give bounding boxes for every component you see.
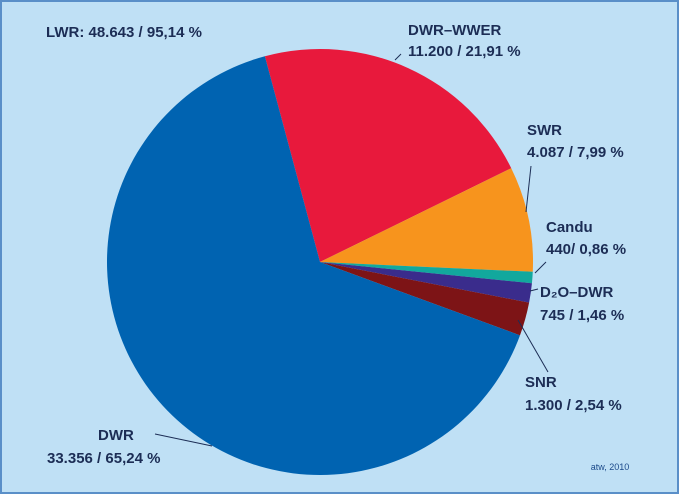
slice-label: Candu	[546, 219, 593, 236]
value-label: 440/ 0,86 %	[546, 241, 626, 258]
value-label: 1.300 / 2,54 %	[525, 397, 622, 414]
slice-label: SWR	[527, 122, 562, 139]
source: atw, 2010	[591, 462, 630, 472]
leader-line	[529, 288, 539, 292]
annotation: LWR: 48.643 / 95,14 %	[46, 24, 202, 41]
value-label: 11.200 / 21,91 %	[408, 43, 521, 60]
leader-line	[534, 261, 547, 274]
value-label: 4.087 / 7,99 %	[527, 144, 624, 161]
leader-line	[154, 433, 213, 447]
value-label: 745 / 1,46 %	[540, 307, 624, 324]
slice-label: DWR–WWER	[408, 22, 501, 39]
slice-label: SNR	[525, 374, 557, 391]
leader-line	[517, 319, 549, 373]
leader-line	[394, 53, 402, 61]
slice-label: DWR	[98, 427, 134, 444]
value-label: 33.356 / 65,24 %	[47, 450, 160, 467]
pie-slice	[264, 49, 512, 263]
leader-line	[525, 165, 532, 213]
pie-slice	[320, 262, 533, 284]
pie-slice	[320, 168, 533, 272]
pie-slice	[320, 262, 530, 336]
pie-slice	[107, 56, 520, 475]
slice-label: D₂O–DWR	[540, 284, 613, 301]
pie-slice	[320, 262, 532, 303]
